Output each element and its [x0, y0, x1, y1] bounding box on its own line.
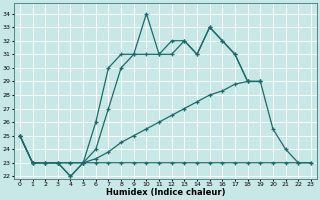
X-axis label: Humidex (Indice chaleur): Humidex (Indice chaleur) — [106, 188, 225, 197]
